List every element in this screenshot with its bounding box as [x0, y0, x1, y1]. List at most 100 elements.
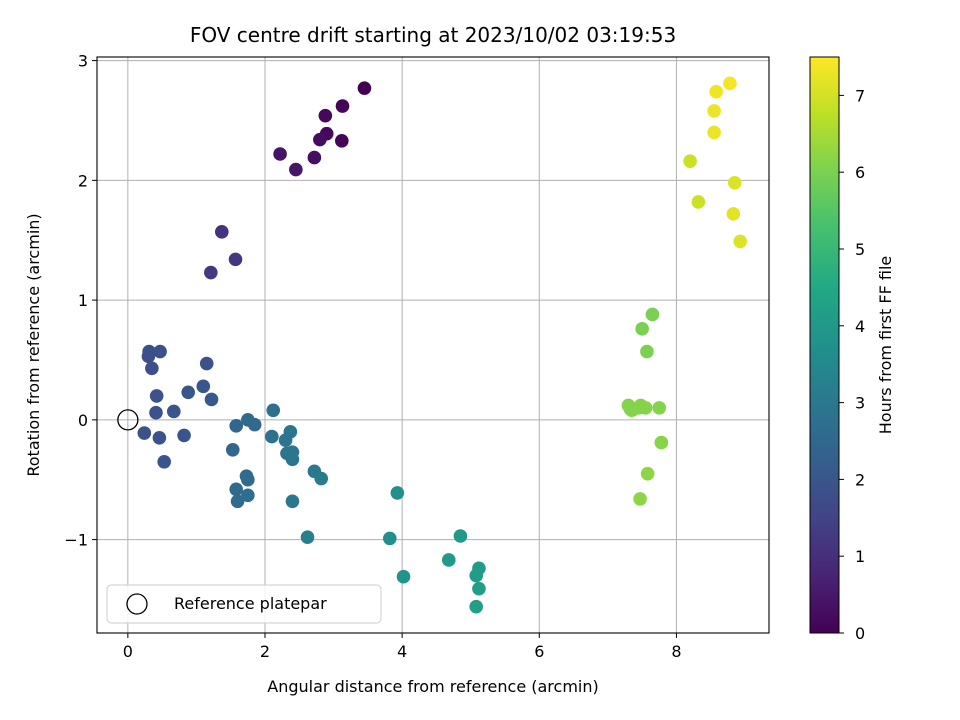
data-point	[709, 84, 723, 99]
data-point	[215, 225, 229, 239]
data-point	[645, 307, 660, 322]
colorbar-gradient	[809, 56, 840, 634]
y-axis-label: Rotation from reference (arcmin)	[24, 213, 43, 476]
colorbar: 0 1 2 3 4 5 6 7 Hours from first FF file	[809, 56, 895, 643]
data-point	[289, 162, 303, 177]
data-point	[149, 405, 163, 420]
data-point	[727, 175, 742, 190]
data-point	[229, 419, 243, 433]
data-point	[241, 488, 255, 503]
data-point	[283, 425, 298, 439]
y-tick-label: 1	[78, 291, 88, 310]
data-point	[723, 76, 737, 91]
data-point	[153, 344, 167, 359]
data-point	[383, 531, 397, 546]
data-point	[623, 402, 638, 416]
colorbar-tick-label: 3	[855, 394, 865, 413]
colorbar-tick-label: 2	[855, 470, 865, 489]
data-point	[285, 494, 300, 509]
legend-open-circle-icon	[126, 593, 148, 615]
data-point	[204, 392, 219, 407]
legend-label: Reference platepar	[174, 594, 327, 613]
colorbar-ticks: 0 1 2 3 4 5 6 7	[839, 86, 865, 643]
data-point	[396, 569, 411, 584]
data-point	[652, 401, 667, 415]
data-point	[285, 452, 300, 467]
x-axis-ticks: 0 2 4 6 8	[123, 633, 682, 661]
chart-title: FOV centre drift starting at 2023/10/02 …	[190, 23, 676, 47]
data-point	[726, 207, 741, 221]
data-point	[196, 379, 211, 394]
plot-frame	[96, 56, 770, 634]
y-tick-label: 2	[78, 171, 88, 190]
reference-point	[117, 409, 139, 431]
data-point	[707, 125, 721, 140]
data-point	[654, 435, 669, 450]
data-point	[707, 104, 721, 118]
colorbar-tick-label: 6	[855, 163, 865, 182]
data-point	[640, 466, 655, 481]
data-point	[266, 403, 281, 418]
data-point	[167, 404, 181, 419]
x-tick-label: 2	[260, 642, 270, 661]
data-point	[635, 322, 649, 336]
legend-box	[106, 584, 382, 624]
data-point	[691, 195, 706, 209]
data-points	[137, 76, 747, 614]
colorbar-tick-label: 1	[855, 547, 865, 566]
data-point	[313, 132, 327, 147]
data-point	[335, 99, 350, 113]
data-point	[638, 401, 653, 415]
x-tick-label: 8	[671, 642, 681, 661]
data-point	[441, 553, 456, 567]
colorbar-label: Hours from first FF file	[876, 256, 895, 435]
data-point	[273, 147, 287, 161]
data-point	[141, 349, 156, 364]
data-point	[204, 265, 218, 280]
data-point	[453, 529, 468, 543]
data-point	[181, 385, 195, 400]
data-point	[145, 361, 159, 376]
y-tick-label: 3	[78, 52, 88, 71]
colorbar-tick-label: 7	[855, 86, 865, 105]
x-tick-label: 6	[534, 642, 544, 661]
data-point	[225, 442, 240, 457]
y-axis-ticks: −1 0 1 2 3	[64, 52, 97, 550]
data-point	[318, 108, 333, 123]
data-point	[633, 492, 647, 506]
data-point	[177, 428, 191, 443]
reference-platepar-marker	[117, 409, 139, 431]
data-point	[314, 471, 329, 486]
data-point	[307, 150, 322, 165]
data-point	[230, 494, 245, 509]
y-tick-label: 0	[78, 411, 88, 430]
data-point	[300, 530, 315, 544]
data-point	[199, 356, 214, 371]
x-tick-label: 0	[123, 642, 133, 661]
data-point	[640, 344, 654, 359]
data-point	[390, 486, 405, 500]
grid-lines	[97, 57, 769, 633]
data-point	[247, 417, 262, 432]
data-point	[265, 429, 279, 444]
data-point	[157, 454, 171, 469]
legend: Reference platepar	[106, 584, 382, 624]
colorbar-tick-label: 5	[855, 240, 865, 259]
data-point	[149, 389, 164, 403]
colorbar-tick-label: 4	[855, 317, 865, 336]
data-point	[357, 81, 372, 95]
data-point	[469, 568, 484, 583]
data-point	[469, 599, 484, 614]
data-point	[229, 482, 243, 497]
data-point	[228, 252, 243, 267]
x-axis-label: Angular distance from reference (arcmin)	[267, 677, 598, 696]
x-tick-label: 4	[397, 642, 407, 661]
data-point	[241, 472, 255, 487]
colorbar-tick-label: 0	[855, 624, 865, 643]
data-point	[335, 134, 349, 148]
data-point	[137, 426, 152, 440]
data-point	[472, 581, 486, 596]
data-point	[733, 234, 747, 249]
data-point	[683, 154, 697, 168]
